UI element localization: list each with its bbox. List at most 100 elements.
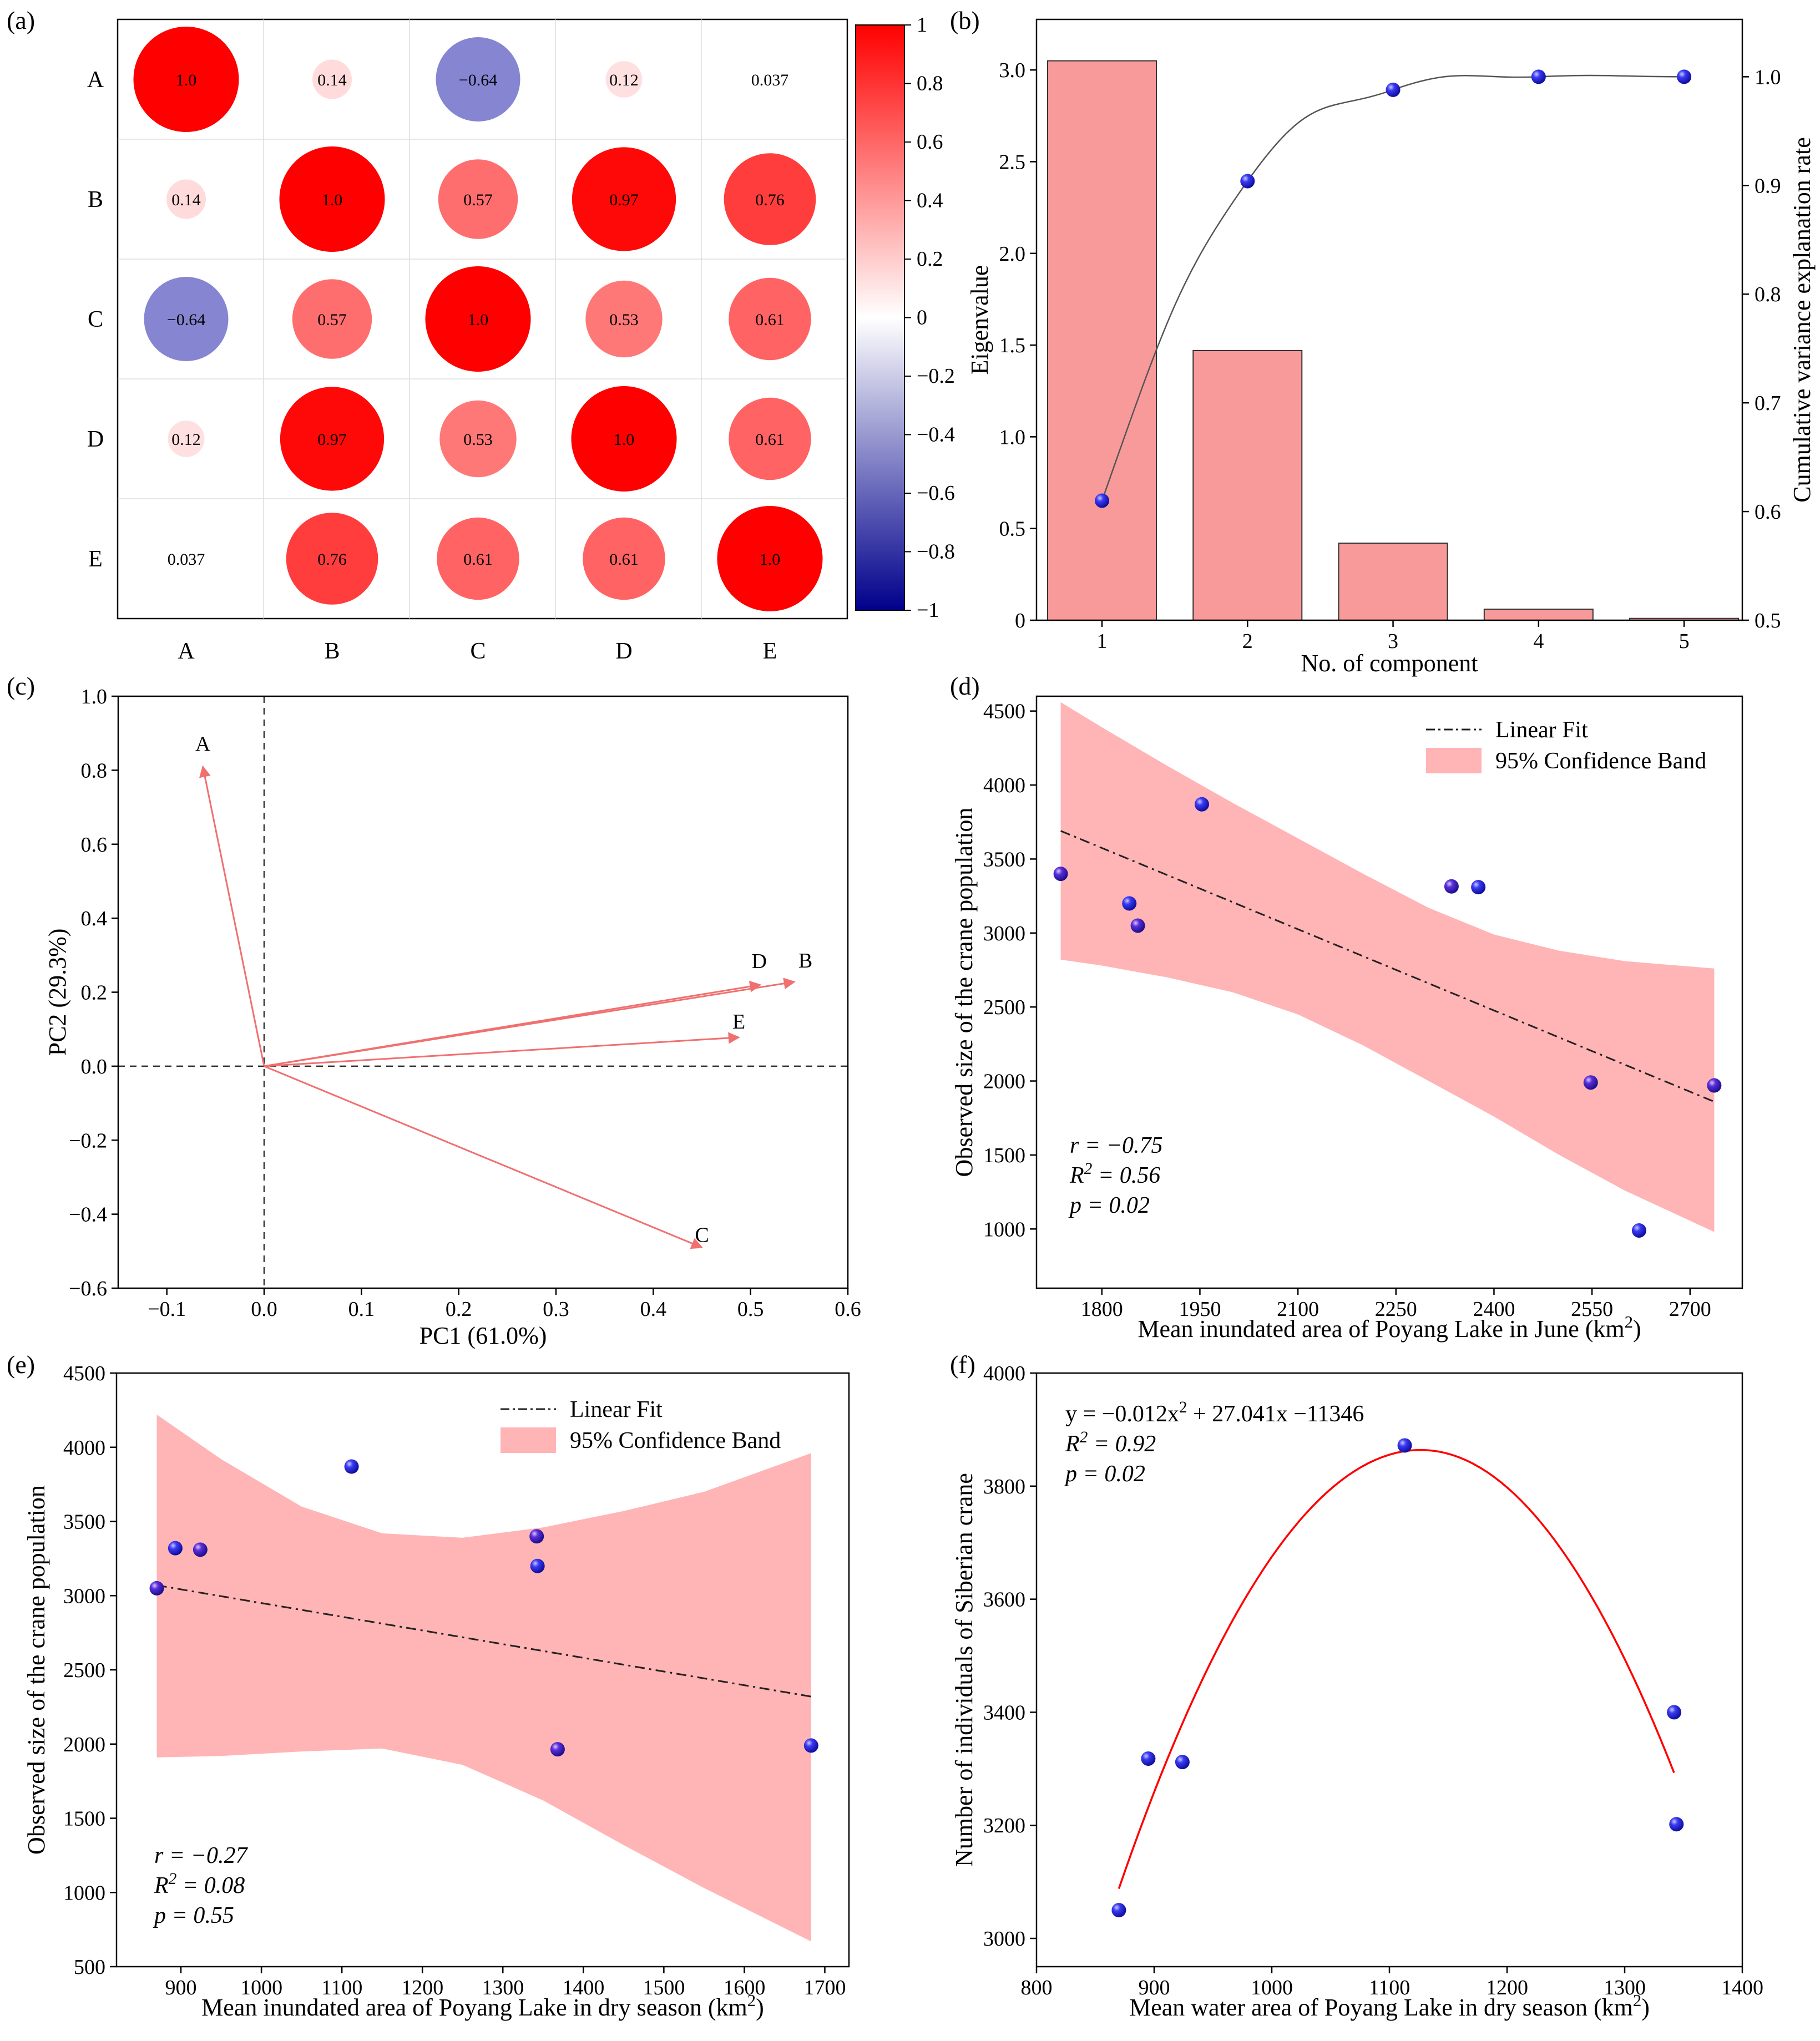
x-tick-label: 1400 [1721,1976,1763,1999]
x-tick-label: 5 [1679,630,1690,653]
eigenvalue-bar [1338,543,1448,621]
panel-label-c: (c) [7,672,35,700]
quadratic-fit-curve [1118,1449,1675,1889]
data-point [1707,1078,1722,1093]
y-tick-label: 3500 [63,1511,105,1534]
cumulative-point [1386,82,1401,97]
y-tick-label: 3500 [983,848,1025,871]
x-tick-label: 2550 [1571,1298,1613,1321]
column-label: D [615,639,632,664]
vector-label: C [695,1224,709,1247]
colorbar-tick-label: 0.8 [917,72,943,95]
x-tick-label: 1100 [321,1976,363,1999]
correlation-value: 0.97 [609,191,639,209]
data-point [1141,1751,1156,1766]
correlation-value: 0.57 [317,311,347,329]
data-point [803,1738,818,1753]
panel-label-d: (d) [950,672,980,700]
x-tick-label: 0.5 [737,1298,764,1321]
vector-label: A [195,733,211,756]
y-tick-label: 2000 [63,1733,105,1756]
data-point [1194,797,1209,812]
y-tick-label: 3600 [983,1588,1025,1612]
correlation-circle [605,61,643,98]
correlation-value: 1.0 [468,311,489,329]
correlation-value: 0.53 [609,311,639,329]
correlation-value: 1.0 [176,71,197,89]
correlation-value: 0.61 [755,311,785,329]
row-label: E [88,546,103,572]
x-axis-title: Mean inundated area of Poyang Lake in Ju… [1138,1313,1641,1343]
correlation-value: 0.53 [463,431,493,449]
panel-a-correlation-matrix: A B C D E A B C D E 1.0 0.14 −0.64 0.12 0.037 0.14 1.0 0.… [87,13,955,664]
y-tick-label: 0 [1015,609,1025,632]
correlation-circle [439,400,517,478]
correlation-value: 0.61 [463,550,493,569]
y-tick-label: 0.8 [81,759,108,782]
panel-e-dry-season-scatter: 900 1000 1100 1200 1300 1400 1500 1600 1700 500 10… [23,1362,850,2021]
row-label: D [87,427,104,452]
colorbar-tick-label: 0.4 [917,189,943,212]
y-tick-label: 4000 [983,774,1025,797]
x-tick-label: 1300 [482,1976,524,1999]
y-tick-label: 0.0 [81,1055,108,1078]
y-tick-label: −0.2 [69,1129,107,1152]
correlation-value: 0.14 [317,71,347,89]
x-tick-label: 1000 [240,1976,282,1999]
confidence-band [156,1414,811,1942]
panel-label-b: (b) [950,6,980,34]
row-label: B [88,187,103,212]
x-tick-label: 1200 [401,1976,443,1999]
y-tick-label: 0.6 [81,833,108,857]
correlation-circle [425,266,531,372]
correlation-value: 0.97 [317,431,347,449]
colorbar-tick-label: −0.6 [917,482,955,505]
x-tick-label: 4 [1533,630,1544,653]
stat-p: p = 0.02 [1068,1193,1150,1218]
x-tick-label: 0.0 [251,1298,277,1321]
data-point [529,1529,544,1544]
row-label: A [87,67,104,93]
y-tick-label: −0.6 [69,1277,107,1300]
x-axis-title: Mean inundated area of Poyang Lake in dr… [201,1991,764,2021]
y-tick-label: 500 [74,1956,105,1979]
x-tick-label: 900 [165,1976,197,1999]
legend-band-swatch [501,1427,556,1453]
stat-r2: R2 = 0.56 [1069,1160,1160,1188]
legend-band-label: 95% Confidence Band [1495,748,1706,774]
correlation-value: 0.037 [751,71,789,89]
x-tick-label: 0.6 [835,1298,861,1321]
y-tick-label: 1.0 [999,426,1026,449]
x-tick-label: 2700 [1669,1298,1711,1321]
correlation-circle [312,59,352,99]
y2-tick-label: 0.9 [1755,174,1781,197]
correlation-value: 0.57 [463,191,493,209]
y-tick-label: 3000 [983,1927,1025,1951]
correlation-circle [729,277,811,361]
y-tick-label: 2500 [983,996,1025,1019]
y-axis-title: PC2 (29.3%) [44,929,71,1056]
colorbar-tick-label: 0.6 [917,130,943,154]
vector-label: D [751,950,766,973]
loading-vector [264,1065,703,1249]
data-point [550,1742,565,1757]
cumulative-point [1677,69,1692,84]
stat-p: p = 0.02 [1064,1461,1145,1487]
x-tick-label: 1600 [723,1976,765,1999]
y-axis-title: Observed size of the crane population [951,808,978,1177]
data-point [1669,1817,1684,1832]
correlation-circle [292,279,372,359]
data-point [344,1459,359,1474]
y2-tick-label: 0.8 [1755,283,1781,306]
y2-tick-label: 0.6 [1755,500,1781,524]
confidence-band [1060,702,1715,1232]
correlation-circle [168,421,205,457]
y-axis-title: Eigenvalue [966,265,993,375]
vector-label: B [798,949,812,973]
linear-fit-line [1060,830,1715,1103]
correlation-circle [438,159,518,239]
x-tick-label: 800 [1021,1976,1053,1999]
y-tick-label: 1500 [983,1144,1025,1167]
y2-axis-title: Cumulative variance explanation rate [1788,137,1816,503]
data-point [1471,880,1486,895]
